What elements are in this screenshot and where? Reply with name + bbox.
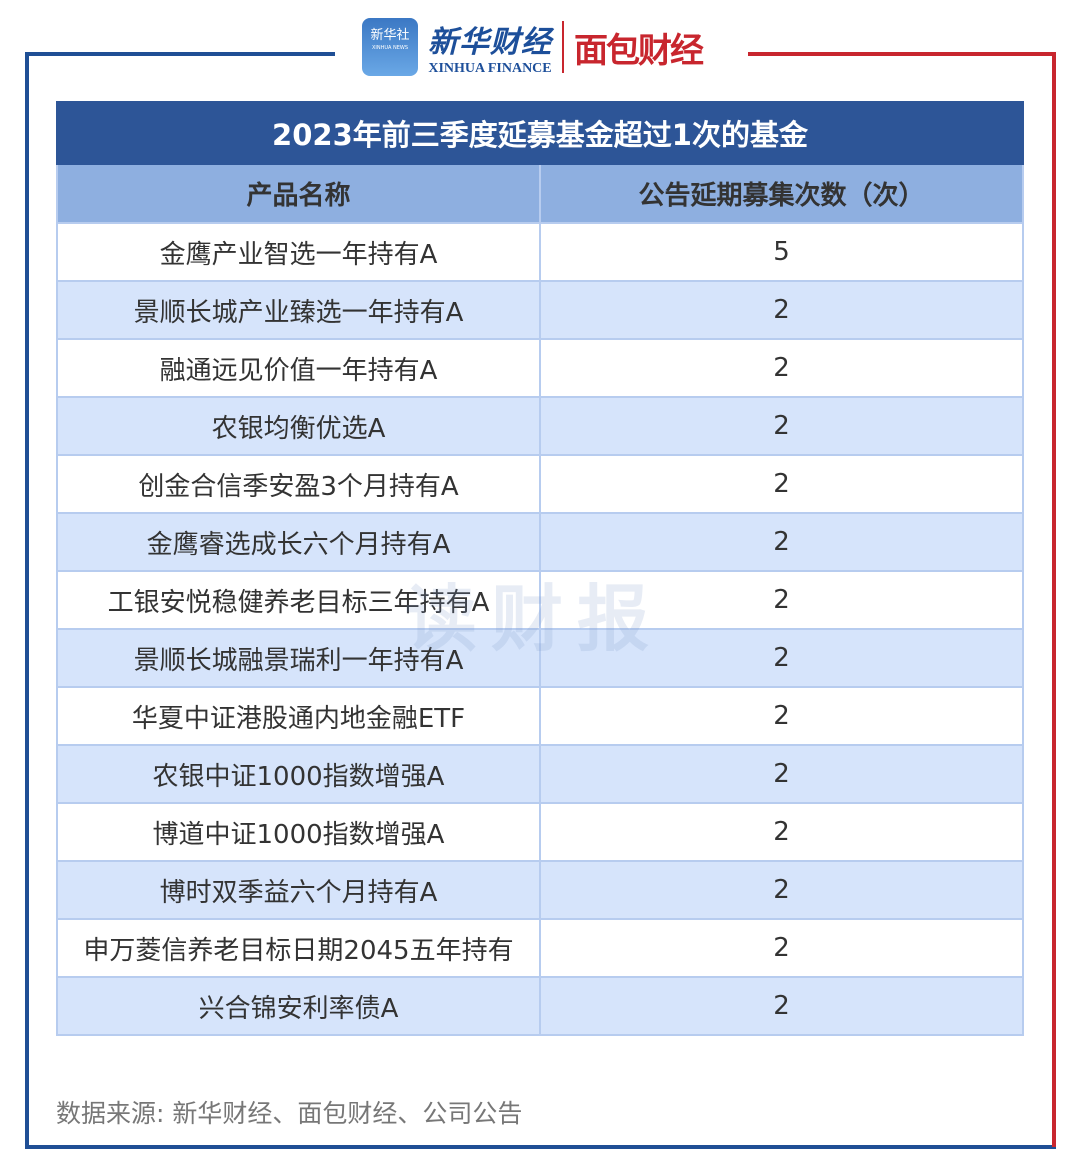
xinhua-icon-en: XINHUA NEWS [371,45,409,51]
cell-product-name: 金鹰睿选成长六个月持有A [56,512,541,572]
table-row: 金鹰产业智选一年持有A 5 [56,222,1024,282]
cell-count: 2 [539,512,1024,572]
table-row: 农银均衡优选A 2 [56,396,1024,456]
frame-right [1052,52,1056,1147]
table-row: 博时双季益六个月持有A 2 [56,860,1024,920]
cell-product-name: 博道中证1000指数增强A [56,802,541,862]
frame-bottom [25,1145,1056,1149]
cell-product-name: 工银安悦稳健养老目标三年持有A [56,570,541,630]
table-row: 景顺长城产业臻选一年持有A 2 [56,280,1024,340]
logo-area: 新华社 XINHUA NEWS 新华财经 XINHUA FINANCE 面包财经 [348,14,716,80]
cell-product-name: 创金合信季安盈3个月持有A [56,454,541,514]
table-row: 工银安悦稳健养老目标三年持有A 2 [56,570,1024,630]
frame-top-left [25,52,335,56]
cell-product-name: 申万菱信养老目标日期2045五年持有 [56,918,541,978]
cell-count: 2 [539,454,1024,514]
xinhua-finance-cn: 新华财经 [428,25,552,60]
cell-count: 5 [539,222,1024,282]
frame-top-right [748,52,1056,56]
cell-product-name: 金鹰产业智选一年持有A [56,222,541,282]
table-row: 创金合信季安盈3个月持有A 2 [56,454,1024,514]
cell-count: 2 [539,686,1024,746]
table-row: 金鹰睿选成长六个月持有A 2 [56,512,1024,572]
cell-product-name: 华夏中证港股通内地金融ETF [56,686,541,746]
xinhua-finance-logo: 新华财经 XINHUA FINANCE [428,17,552,77]
cell-product-name: 兴合锦安利率债A [56,976,541,1036]
logo-divider [562,21,564,73]
table-row: 华夏中证港股通内地金融ETF 2 [56,686,1024,746]
table-row: 博道中证1000指数增强A 2 [56,802,1024,862]
cell-count: 2 [539,744,1024,804]
cell-count: 2 [539,280,1024,340]
table-row: 农银中证1000指数增强A 2 [56,744,1024,804]
cell-count: 2 [539,338,1024,398]
xinhua-news-logo: 新华社 XINHUA NEWS [362,18,418,76]
table-row: 融通远见价值一年持有A 2 [56,338,1024,398]
cell-count: 2 [539,628,1024,688]
header-extension-count: 公告延期募集次数（次） [539,163,1024,224]
cell-count: 2 [539,802,1024,862]
cell-count: 2 [539,570,1024,630]
cell-product-name: 农银中证1000指数增强A [56,744,541,804]
xinhua-finance-en: XINHUA FINANCE [428,61,552,76]
fund-table: 2023年前三季度延募基金超过1次的基金 产品名称 公告延期募集次数（次） 金鹰… [56,101,1024,1036]
cell-count: 2 [539,860,1024,920]
cell-product-name: 景顺长城融景瑞利一年持有A [56,628,541,688]
cell-product-name: 融通远见价值一年持有A [56,338,541,398]
cell-count: 2 [539,976,1024,1036]
cell-count: 2 [539,396,1024,456]
table-title: 2023年前三季度延募基金超过1次的基金 [56,101,1024,165]
source-note: 数据来源: 新华财经、面包财经、公司公告 [56,1099,523,1128]
frame-left [25,52,29,1149]
mianbao-finance-logo: 面包财经 [574,30,704,71]
header-product-name: 产品名称 [56,163,541,224]
table-row: 景顺长城融景瑞利一年持有A 2 [56,628,1024,688]
cell-product-name: 博时双季益六个月持有A [56,860,541,920]
table-row: 申万菱信养老目标日期2045五年持有 2 [56,918,1024,978]
table-row: 兴合锦安利率债A 2 [56,976,1024,1036]
cell-count: 2 [539,918,1024,978]
cell-product-name: 农银均衡优选A [56,396,541,456]
cell-product-name: 景顺长城产业臻选一年持有A [56,280,541,340]
xinhua-icon-text: 新华社 [370,28,410,43]
